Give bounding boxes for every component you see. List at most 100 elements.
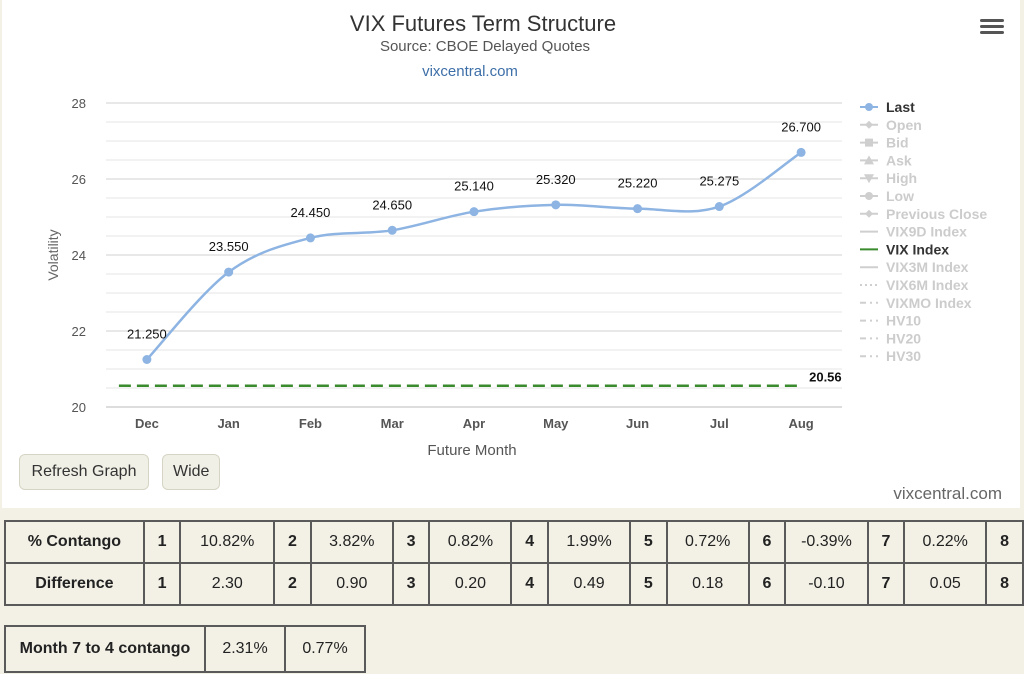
legend-label: VIX9D Index: [886, 224, 967, 240]
chart-menu-icon[interactable]: [978, 16, 1006, 40]
legend-marker: [864, 174, 874, 184]
x-axis-label: Future Month: [427, 442, 516, 459]
legend-item[interactable]: HV20: [860, 330, 921, 346]
y-tick-label: 22: [72, 324, 86, 339]
last-point: [714, 202, 724, 212]
legend-label: HV20: [886, 330, 921, 346]
last-point: [387, 225, 397, 235]
legend-marker: [864, 155, 874, 165]
month-7-to-4-row: Month 7 to 4 contango 2.31% 0.77%: [4, 625, 366, 673]
vix-index-label: 20.56: [809, 370, 842, 385]
legend-item[interactable]: VIX3M Index: [860, 259, 969, 275]
legend-item[interactable]: VIX9D Index: [860, 224, 967, 240]
last-point-label: 21.250: [127, 327, 167, 342]
difference-row: Difference 1 2.30 2 0.90 3 0.20 4 0.49 5…: [4, 562, 1024, 606]
difference-row-label: Difference: [4, 562, 145, 606]
difference-val-7: 0.05: [903, 562, 988, 606]
wide-button[interactable]: Wide: [162, 454, 220, 490]
last-point: [551, 200, 561, 210]
contango-idx-5: 5: [629, 520, 668, 564]
contango-val-4: 1.99%: [547, 520, 632, 564]
contango-idx-2: 2: [273, 520, 312, 564]
difference-idx-7: 7: [866, 562, 906, 606]
last-point: [224, 267, 234, 277]
chart-subtitle: Source: CBOE Delayed Quotes: [380, 38, 590, 55]
x-tick-label: Jul: [710, 416, 729, 431]
difference-idx-1: 1: [142, 562, 182, 606]
x-tick-label: Jan: [217, 416, 239, 431]
legend-item[interactable]: HV30: [860, 348, 921, 364]
month-7-to-4-label: Month 7 to 4 contango: [4, 625, 206, 673]
difference-idx-3: 3: [391, 562, 431, 606]
legend-item[interactable]: HV10: [860, 313, 921, 329]
difference-idx-4: 4: [510, 562, 550, 606]
difference-val-3: 0.20: [428, 562, 513, 606]
x-tick-label: Jun: [626, 416, 649, 431]
y-tick-label: 26: [72, 172, 86, 187]
legend-item[interactable]: VIXMO Index: [860, 295, 972, 311]
x-tick-label: Dec: [135, 416, 159, 431]
last-point-label: 23.550: [209, 239, 249, 254]
legend-label: HV10: [886, 313, 921, 329]
difference-val-5: 0.18: [665, 562, 750, 606]
contango-idx-8: 8: [985, 520, 1024, 564]
difference-idx-2: 2: [273, 562, 312, 606]
series-layer: [118, 147, 806, 387]
legend-item[interactable]: Previous Close: [860, 206, 987, 222]
difference-val-4: 0.49: [547, 562, 632, 606]
legend-item[interactable]: Bid: [860, 135, 909, 151]
month-7-to-4-val-2: 0.77%: [284, 625, 366, 673]
grid-layer: [106, 102, 842, 408]
chart-panel: VIX Futures Term Structure Source: CBOE …: [2, 0, 1020, 508]
y-tick-label: 28: [72, 96, 86, 111]
x-tick-label: Aug: [788, 416, 813, 431]
legend-item[interactable]: Ask: [860, 152, 912, 168]
contango-idx-3: 3: [391, 520, 431, 564]
legend-label: Bid: [886, 135, 909, 151]
contango-idx-7: 7: [866, 520, 906, 564]
legend-label: VIX Index: [886, 241, 949, 257]
chart-svg: VIX Futures Term Structure Source: CBOE …: [45, 11, 987, 459]
legend-marker: [865, 192, 873, 200]
site-link[interactable]: vixcentral.com: [422, 63, 518, 80]
legend-item[interactable]: High: [860, 170, 917, 186]
legend-item[interactable]: VIX6M Index: [860, 277, 969, 293]
last-point-label: 24.450: [291, 205, 331, 220]
difference-idx-6: 6: [747, 562, 787, 606]
x-tick-label: May: [543, 416, 569, 431]
legend-label: Previous Close: [886, 206, 987, 222]
last-point: [142, 355, 152, 364]
contango-val-5: 0.72%: [665, 520, 750, 564]
legend-label: High: [886, 170, 917, 186]
legend-item[interactable]: Last: [860, 99, 915, 115]
contango-val-3: 0.82%: [428, 520, 513, 564]
difference-val-6: -0.10: [784, 562, 869, 606]
contango-val-6: -0.39%: [784, 520, 869, 564]
contango-val-1: 10.82%: [179, 520, 276, 564]
last-point-label: 25.140: [454, 179, 494, 194]
month-7-to-4-val-1: 2.31%: [204, 625, 286, 673]
x-tick-label: Feb: [299, 416, 322, 431]
x-tick-label: Mar: [381, 416, 404, 431]
contango-table: % Contango 1 10.82% 2 3.82% 3 0.82% 4 1.…: [4, 520, 1024, 606]
y-tick-label: 24: [72, 248, 86, 263]
legend-label: Open: [886, 117, 922, 133]
chart-title: VIX Futures Term Structure: [350, 11, 616, 36]
x-tick-label: Apr: [463, 416, 485, 431]
difference-val-1: 2.30: [179, 562, 276, 606]
legend-item[interactable]: Low: [860, 188, 914, 204]
legend-label: VIX6M Index: [886, 277, 969, 293]
refresh-graph-button[interactable]: Refresh Graph: [19, 454, 149, 490]
legend-label: HV30: [886, 348, 921, 364]
legend-label: Low: [886, 188, 914, 204]
contango-row-label: % Contango: [4, 520, 145, 564]
difference-val-2: 0.90: [309, 562, 394, 606]
y-tick-labels: 20 22 24 26 28: [72, 96, 86, 415]
legend-item[interactable]: Open: [860, 117, 922, 133]
last-point: [305, 233, 315, 243]
legend-marker: [865, 120, 873, 129]
last-point-label: 26.700: [781, 119, 821, 134]
contango-idx-1: 1: [142, 520, 182, 564]
legend-item[interactable]: VIX Index: [860, 241, 949, 257]
